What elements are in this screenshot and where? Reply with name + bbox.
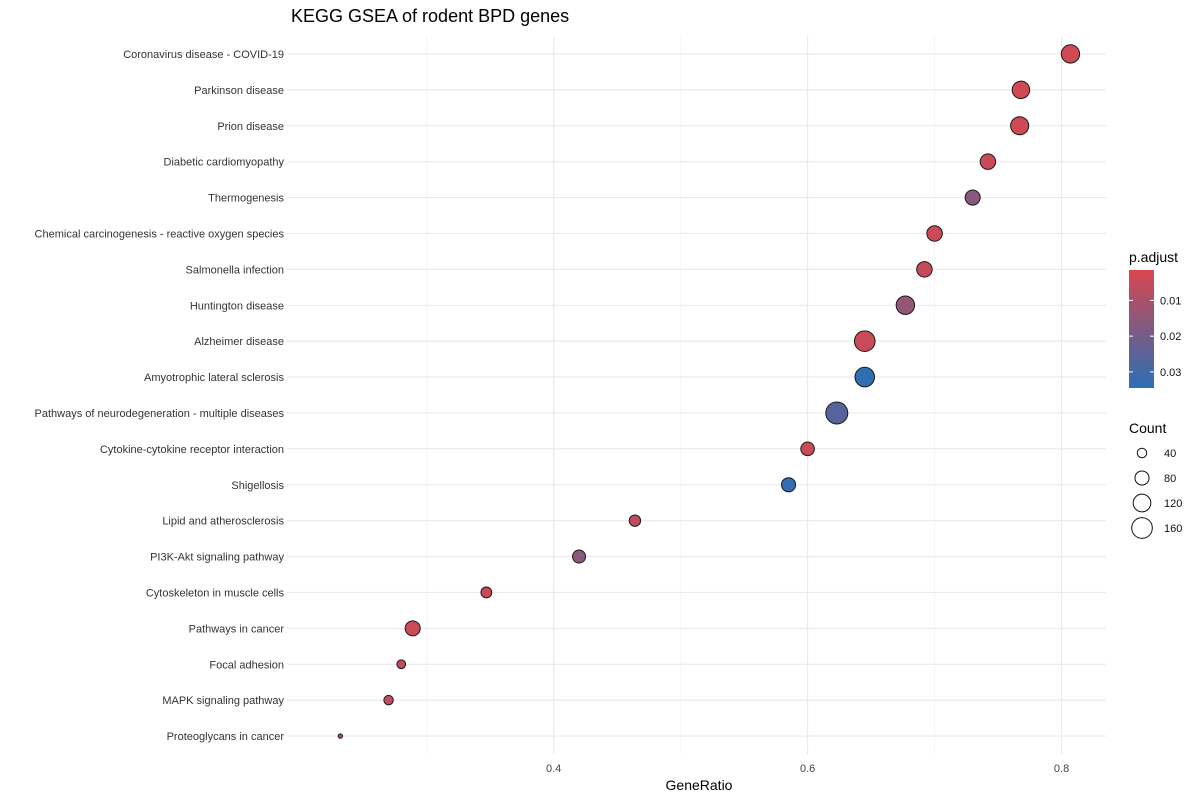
data-point — [480, 586, 493, 599]
y-tick-label: Chemical carcinogenesis - reactive oxyge… — [35, 228, 285, 240]
data-point — [572, 549, 587, 564]
data-point — [854, 366, 876, 388]
data-point — [1060, 44, 1081, 64]
y-tick-label: Amyotrophic lateral sclerosis — [144, 372, 284, 384]
x-axis-tick-labels: 0.4 0.6 0.8 — [546, 763, 1069, 775]
y-tick-label: Focal adhesion — [209, 659, 284, 671]
y-tick-label: Pathways of neurodegeneration - multiple… — [35, 408, 285, 420]
data-point — [979, 153, 997, 170]
data-point — [853, 330, 876, 352]
y-tick-label: Lipid and atherosclerosis — [162, 516, 284, 528]
data-point — [337, 733, 344, 739]
y-tick-label: Coronavirus disease - COVID-19 — [123, 49, 284, 61]
data-point — [964, 189, 981, 206]
color-legend: p.adjust 0.01 0.02 0.03 — [1129, 249, 1181, 388]
data-point — [895, 295, 916, 315]
color-legend-bar — [1129, 270, 1154, 388]
data-point — [383, 694, 394, 706]
y-tick-label: Alzheimer disease — [194, 336, 284, 348]
y-tick-label: Proteoglycans in cancer — [167, 731, 285, 743]
x-tick-label: 0.6 — [800, 763, 815, 775]
color-legend-tick-label: 0.01 — [1160, 295, 1181, 307]
color-legend-title: p.adjust — [1129, 249, 1178, 265]
size-legend-key — [1132, 493, 1152, 513]
y-tick-label: Cytoskeleton in muscle cells — [146, 587, 285, 599]
data-point — [404, 620, 421, 637]
data-point — [825, 401, 849, 425]
data-point — [1011, 80, 1031, 100]
x-tick-label: 0.4 — [546, 763, 561, 775]
y-tick-label: Prion disease — [217, 121, 284, 133]
size-legend-label: 80 — [1164, 473, 1176, 485]
data-point — [781, 477, 797, 493]
grid — [287, 36, 1106, 754]
x-axis-title: GeneRatio — [666, 777, 733, 793]
size-legend: Count 40 80 120 160 — [1129, 420, 1182, 539]
x-tick-label: 0.8 — [1054, 763, 1069, 775]
data-point — [800, 441, 815, 457]
size-legend-label: 160 — [1164, 523, 1182, 535]
data-point — [926, 225, 943, 242]
y-tick-label: Pathways in cancer — [189, 623, 285, 635]
y-tick-label: Shigellosis — [231, 480, 284, 492]
chart-title: KEGG GSEA of rodent BPD genes — [291, 6, 569, 26]
y-tick-label: Cytokine-cytokine receptor interaction — [100, 444, 284, 456]
data-point — [1010, 116, 1030, 136]
y-tick-label: Salmonella infection — [186, 264, 284, 276]
y-axis-labels: Coronavirus disease - COVID-19 Parkinson … — [35, 49, 285, 743]
y-tick-label: Diabetic cardiomyopathy — [164, 157, 285, 169]
size-legend-key — [1136, 447, 1148, 459]
data-point — [628, 514, 642, 527]
size-legend-label: 40 — [1164, 448, 1176, 460]
data-point — [396, 659, 407, 670]
size-legend-key — [1131, 517, 1153, 539]
color-legend-tick-label: 0.02 — [1160, 331, 1181, 343]
size-legend-label: 120 — [1164, 498, 1182, 510]
size-legend-title: Count — [1129, 420, 1166, 436]
y-tick-label: Huntington disease — [190, 300, 284, 312]
color-legend-tick-label: 0.03 — [1160, 367, 1181, 379]
y-tick-label: PI3K-Akt signaling pathway — [150, 552, 284, 564]
data-point — [916, 261, 933, 278]
y-tick-label: MAPK signaling pathway — [162, 695, 284, 707]
size-legend-key — [1134, 470, 1150, 486]
y-tick-label: Thermogenesis — [208, 193, 284, 205]
data-points — [337, 44, 1081, 739]
y-tick-label: Parkinson disease — [194, 85, 284, 97]
